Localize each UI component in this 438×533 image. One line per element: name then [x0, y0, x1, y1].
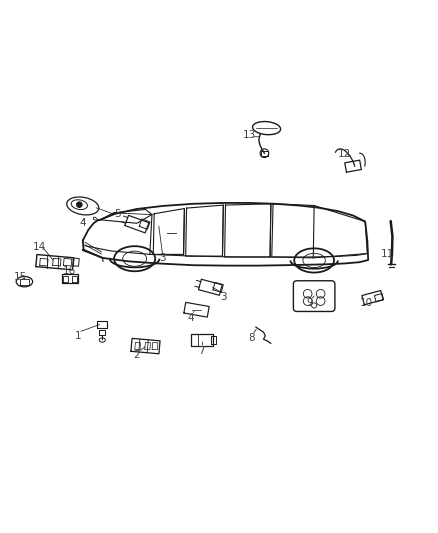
Text: 3: 3: [159, 253, 166, 263]
Text: 8: 8: [248, 333, 255, 343]
Text: 7: 7: [198, 346, 205, 356]
Text: 12: 12: [338, 149, 351, 159]
Text: 9: 9: [307, 298, 313, 308]
Text: 4: 4: [79, 218, 86, 228]
Text: 13: 13: [243, 130, 256, 140]
Text: 3: 3: [220, 292, 226, 302]
Text: 10: 10: [360, 298, 373, 308]
Text: 5: 5: [114, 209, 121, 219]
Text: 4: 4: [187, 313, 194, 324]
Text: 15: 15: [14, 272, 27, 282]
Text: 11: 11: [381, 248, 394, 259]
Circle shape: [77, 202, 82, 207]
Text: 1: 1: [75, 330, 82, 341]
Text: 16: 16: [63, 266, 77, 276]
Text: 2: 2: [134, 350, 140, 360]
Text: 14: 14: [33, 242, 46, 252]
